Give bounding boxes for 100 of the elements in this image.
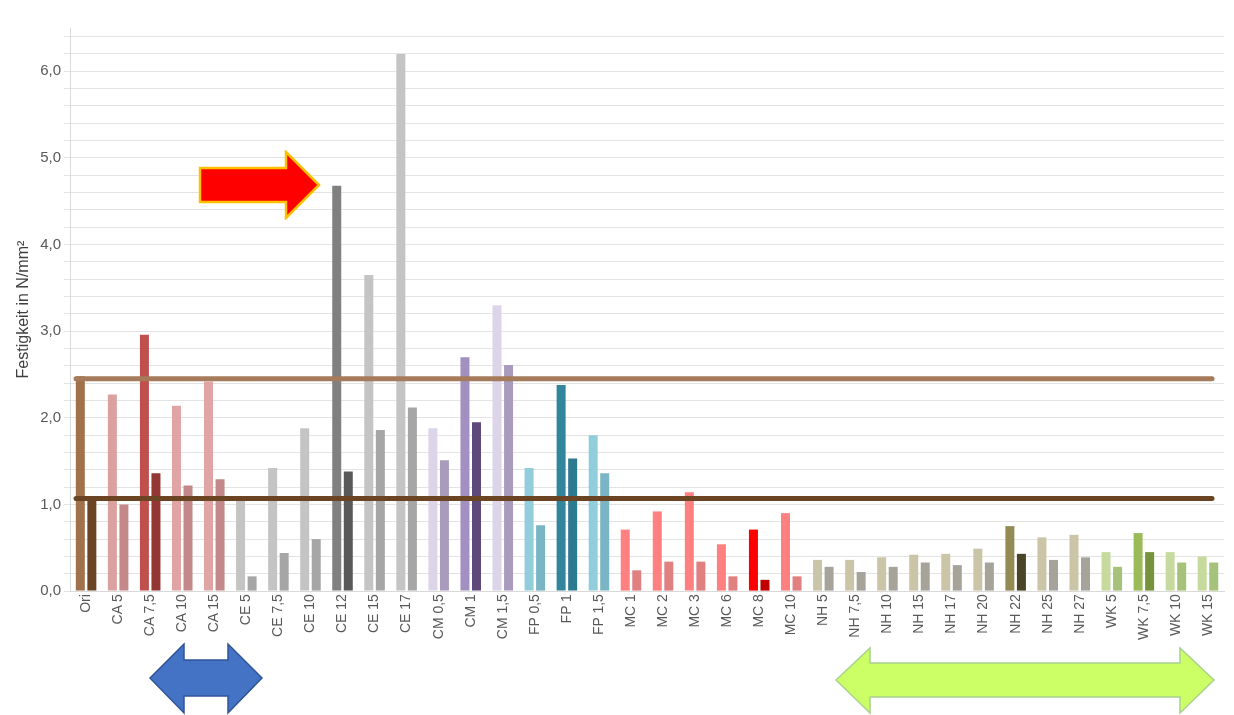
bar (813, 559, 823, 591)
y-tick-label: 2,0 (40, 407, 62, 425)
x-tick-label: CE 15 (365, 593, 382, 634)
bar (439, 460, 449, 591)
bar (472, 422, 481, 591)
bar (536, 525, 546, 591)
bar (300, 428, 310, 591)
x-tick-label: CM 1,5 (493, 593, 510, 640)
bar (696, 561, 706, 591)
bar (973, 548, 983, 591)
bar (588, 435, 598, 591)
x-tick-label: CE 17 (397, 593, 414, 634)
bar (396, 53, 406, 591)
y-tick-label: 3,0 (40, 321, 62, 339)
bar (877, 557, 887, 591)
x-tick-label: MC 8 (750, 593, 767, 628)
bar (183, 485, 193, 591)
x-tick-label: Ori (76, 594, 93, 613)
bar (1081, 557, 1091, 591)
bar (941, 553, 951, 591)
x-tick-label: NH 20 (974, 593, 991, 634)
y-tick-label: 6,0 (40, 61, 62, 79)
bar (781, 513, 790, 591)
bar (632, 570, 642, 591)
bar (792, 576, 802, 591)
bar (952, 565, 962, 591)
bar (600, 473, 610, 591)
bar (1209, 562, 1219, 591)
bar (1113, 566, 1123, 591)
bar (760, 579, 770, 591)
bar (920, 562, 930, 591)
bar (1197, 556, 1207, 591)
x-tick-label: MC 6 (718, 593, 735, 628)
x-tick-label: NH 7,5 (846, 593, 863, 638)
x-tick-label: CA 15 (205, 593, 222, 633)
y-tick-label: 5,0 (40, 148, 62, 166)
bar (1133, 533, 1143, 591)
x-tick-label: FP 1 (557, 593, 574, 624)
bar (204, 381, 214, 591)
bar (279, 552, 289, 591)
x-tick-label: CA 7,5 (141, 593, 158, 637)
bar (684, 492, 694, 591)
bar (909, 554, 919, 591)
x-tick-label: CE 10 (301, 593, 318, 634)
y-tick-label: 0,0 (40, 581, 62, 599)
x-tick-label: CE 5 (237, 593, 254, 626)
bar (1145, 552, 1155, 591)
x-tick-label: NH 17 (942, 593, 959, 634)
x-tick-label: CA 10 (173, 593, 190, 633)
bar (343, 471, 353, 591)
bar (1101, 552, 1111, 591)
bar (845, 559, 855, 591)
y-tick-label: 1,0 (40, 494, 62, 512)
bar (332, 185, 342, 591)
bar (856, 572, 866, 591)
bar (504, 364, 514, 591)
bar (1177, 562, 1187, 591)
x-tick-label: NH 15 (910, 593, 927, 634)
bar (151, 473, 161, 591)
x-tick-label: MC 3 (685, 593, 702, 628)
bar (1165, 552, 1175, 591)
x-tick-label: NH 25 (1038, 593, 1055, 634)
bar (215, 479, 225, 591)
bar (407, 407, 417, 591)
x-tick-label: NH 27 (1070, 593, 1087, 634)
bar (171, 405, 181, 591)
bar (1005, 526, 1015, 591)
bar (824, 566, 834, 591)
bar (556, 384, 566, 591)
bar (1016, 553, 1026, 591)
x-tick-label: WK 7,5 (1134, 593, 1151, 640)
x-tick-label: CE 12 (333, 593, 350, 634)
x-tick-label: WK 5 (1102, 593, 1119, 629)
bar (888, 566, 898, 591)
bar (620, 529, 630, 591)
bar (1069, 534, 1079, 591)
y-tick-label: 4,0 (40, 234, 62, 252)
x-tick-label: NH 10 (878, 593, 895, 634)
x-tick-label: CE 7,5 (269, 593, 286, 637)
x-tick-label: CM 1 (461, 593, 478, 628)
bar (460, 357, 470, 591)
x-tick-label: MC 1 (621, 593, 638, 628)
bar (984, 562, 994, 591)
x-tick-label: FP 1,5 (589, 593, 606, 636)
bar (1048, 559, 1058, 591)
x-tick-label: NH 22 (1006, 593, 1023, 634)
x-tick-label: CM 0,5 (429, 593, 446, 640)
x-tick-label: FP 0,5 (525, 593, 542, 636)
x-tick-label: MC 2 (653, 593, 670, 628)
bar (524, 468, 534, 591)
bar (268, 468, 278, 591)
bar (247, 576, 257, 591)
bar (139, 334, 149, 591)
bar (107, 394, 117, 591)
y-axis-title: Festigkeit in N/mm² (14, 239, 32, 379)
x-tick-label: CA 5 (108, 593, 125, 625)
bar (236, 499, 246, 591)
bar (119, 504, 129, 591)
bar (568, 458, 578, 591)
bar (375, 429, 385, 591)
